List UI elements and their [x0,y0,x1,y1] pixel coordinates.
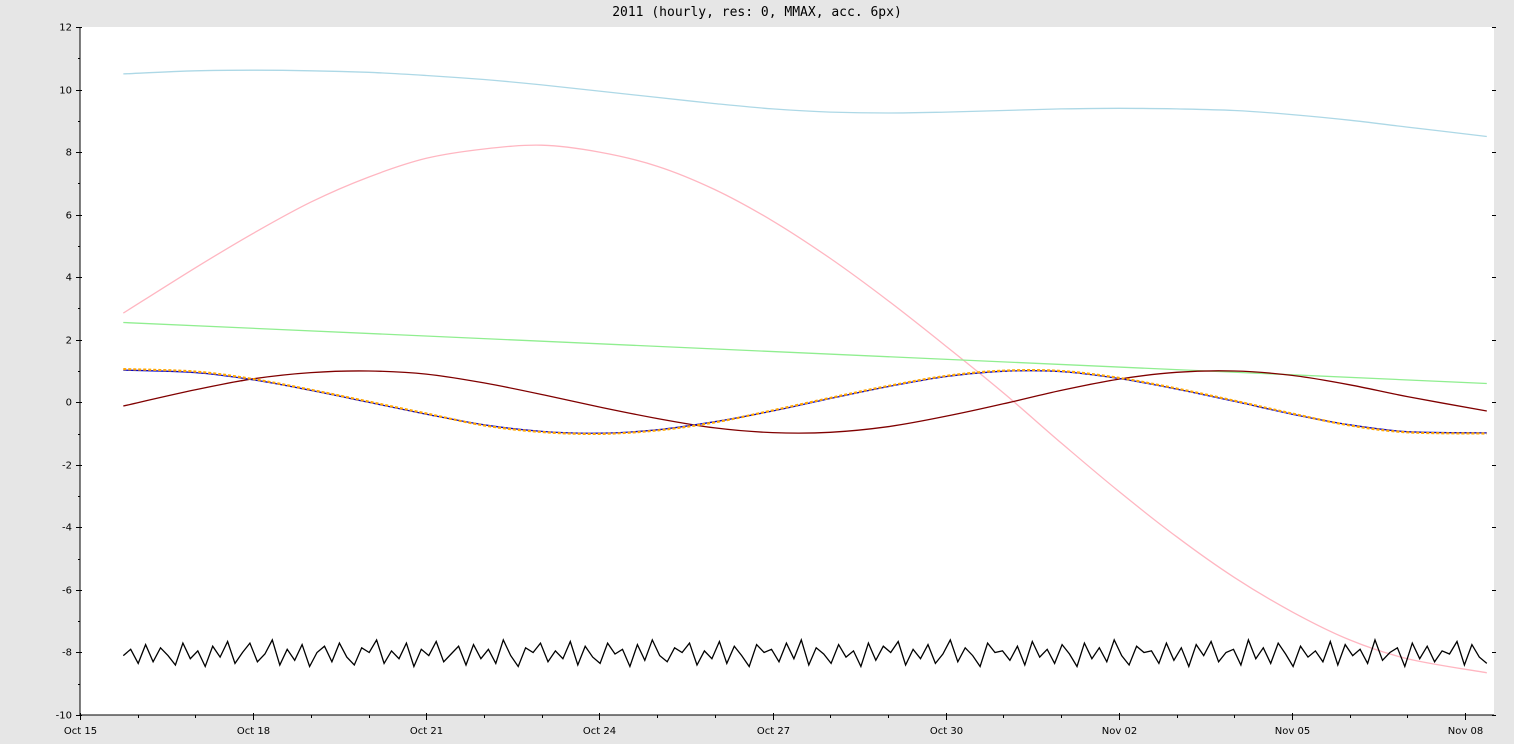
y-tick-label: -4 [62,523,72,534]
x-tick-label: Nov 05 [1275,726,1310,737]
x-tick-label: Oct 15 [64,726,97,737]
series-layer [122,69,1488,674]
y-tick-label: 2 [66,336,72,347]
y-tick-label: 8 [66,148,72,159]
y-tick-label: 10 [59,86,72,97]
y-tick-label: -8 [62,648,72,659]
y-tick-label: 6 [66,211,72,222]
series-line-2 [122,144,1487,674]
x-tick-label: Oct 30 [930,726,963,737]
series-line-3 [123,321,1487,385]
series-line-1 [123,69,1487,138]
series-line-6 [123,368,1487,436]
y-tick-label: 0 [66,398,72,409]
y-tick-label: 12 [59,23,72,34]
y-tick-label: -6 [62,586,72,597]
x-tick-label: Oct 18 [237,726,270,737]
y-tick-label: 4 [66,273,72,284]
series-line-4 [123,370,1487,434]
x-tick-label: Nov 02 [1102,726,1137,737]
chart-title: 2011 (hourly, res: 0, MMAX, acc. 6px) [612,5,902,20]
x-tick-label: Oct 24 [583,726,616,737]
plot-area [80,27,1494,715]
x-tick-label: Oct 27 [757,726,790,737]
axes: -10 -8 -6 -4 -2 0 2 4 6 8 10 12 Oct 15 Oct 18 Oct 21 Oc… [56,23,1496,737]
series-line-7 [122,637,1488,669]
x-tick-label: Nov 08 [1448,726,1483,737]
y-tick-label: -2 [62,461,72,472]
x-tick-label: Oct 21 [410,726,443,737]
y-tick-label: -10 [56,711,72,722]
